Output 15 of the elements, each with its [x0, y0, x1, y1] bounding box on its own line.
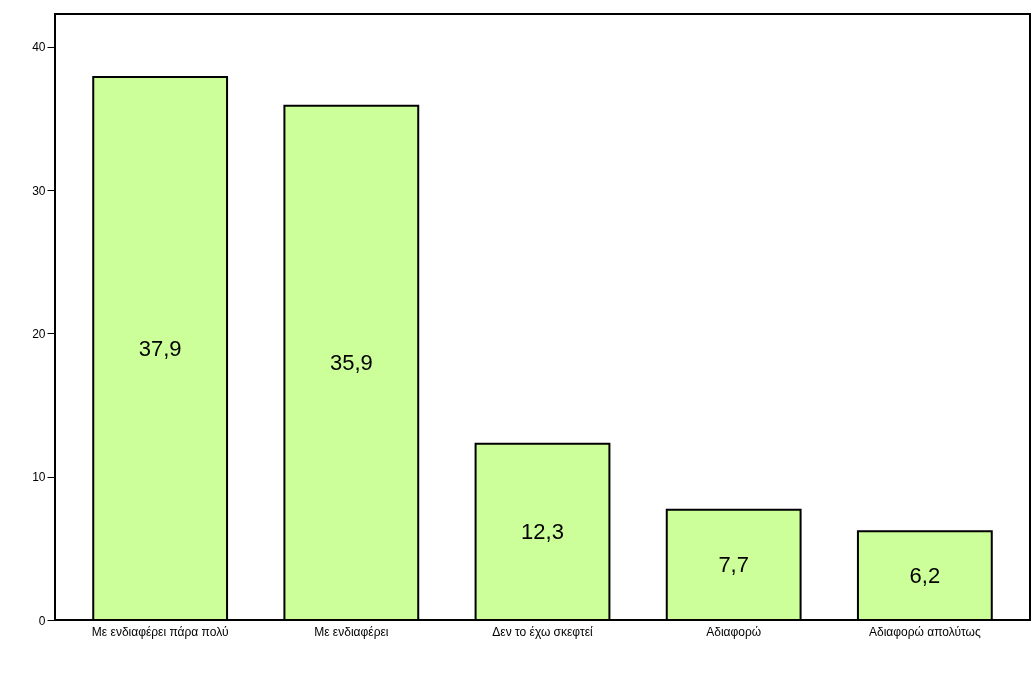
x-tick-label: Με ενδιαφέρει	[314, 624, 389, 639]
data-label: 7,7	[718, 551, 749, 577]
y-tick-label: 30	[32, 183, 46, 198]
data-label: 6,2	[909, 562, 941, 588]
data-label: 12,3	[521, 518, 564, 544]
y-tick-label: 20	[32, 326, 46, 341]
x-tick-label: Με ενδιαφέρει πάρα πολύ	[91, 624, 229, 639]
x-tick-label: Αδιαφορώ	[706, 624, 762, 639]
y-tick-label: 40	[32, 40, 46, 55]
data-label: 37,9	[138, 335, 182, 361]
data-label: 35,9	[329, 349, 373, 375]
y-tick-label: 0	[38, 613, 46, 628]
x-tick-label: Αδιαφορώ απολύτως	[868, 624, 981, 639]
x-tick-label: Δεν το έχω σκεφτεί	[492, 624, 594, 639]
y-tick-label: 10	[32, 470, 46, 485]
